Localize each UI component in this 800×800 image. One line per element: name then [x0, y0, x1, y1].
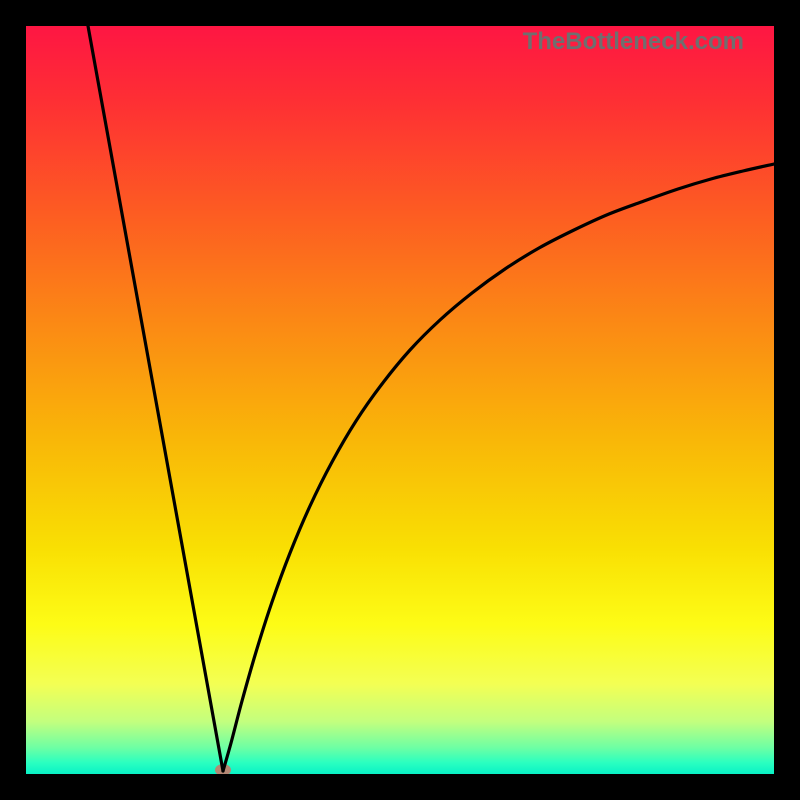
- curve-right-branch: [223, 164, 774, 771]
- chart-frame: TheBottleneck.com: [0, 0, 800, 800]
- curve-left-branch: [88, 26, 223, 771]
- watermark-text: TheBottleneck.com: [523, 28, 744, 56]
- curve-layer: [26, 26, 774, 774]
- plot-area: [26, 26, 774, 774]
